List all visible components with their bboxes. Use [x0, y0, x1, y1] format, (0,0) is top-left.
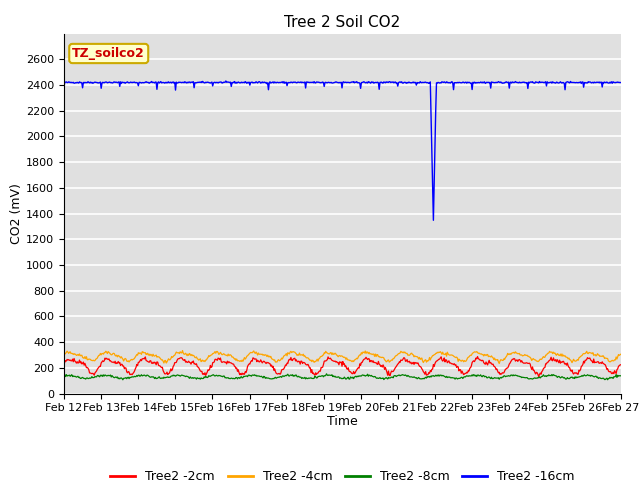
Tree2 -4cm: [428, 355, 435, 361]
Tree2 -4cm: [411, 353, 419, 359]
Tree2 -16cm: [70, 80, 78, 86]
Tree2 -4cm: [185, 352, 193, 358]
Tree2 -16cm: [222, 78, 230, 84]
Tree2 -4cm: [495, 360, 503, 366]
Line: Tree2 -16cm: Tree2 -16cm: [64, 81, 621, 220]
Tree2 -2cm: [535, 374, 543, 380]
Tree2 -16cm: [214, 80, 221, 85]
Tree2 -16cm: [127, 80, 135, 85]
Y-axis label: CO2 (mV): CO2 (mV): [10, 183, 23, 244]
Line: Tree2 -4cm: Tree2 -4cm: [64, 350, 621, 363]
Tree2 -16cm: [411, 79, 419, 85]
Tree2 -8cm: [185, 374, 193, 380]
Tree2 -2cm: [426, 368, 434, 373]
Tree2 -2cm: [410, 361, 418, 367]
Tree2 -2cm: [70, 356, 78, 361]
Tree2 -4cm: [60, 351, 68, 357]
Legend: Tree2 -2cm, Tree2 -4cm, Tree2 -8cm, Tree2 -16cm: Tree2 -2cm, Tree2 -4cm, Tree2 -8cm, Tree…: [106, 465, 579, 480]
Tree2 -4cm: [70, 351, 78, 357]
Tree2 -8cm: [617, 373, 625, 379]
Tree2 -8cm: [412, 375, 419, 381]
Tree2 -16cm: [60, 84, 68, 89]
Tree2 -8cm: [70, 374, 78, 380]
Title: Tree 2 Soil CO2: Tree 2 Soil CO2: [284, 15, 401, 30]
Tree2 -16cm: [429, 217, 437, 223]
Tree2 -8cm: [60, 373, 68, 379]
Tree2 -2cm: [214, 358, 221, 363]
Tree2 -8cm: [119, 377, 127, 383]
Tree2 -8cm: [214, 373, 222, 379]
Tree2 -4cm: [127, 357, 135, 362]
Tree2 -2cm: [184, 360, 192, 365]
X-axis label: Time: Time: [327, 415, 358, 428]
Line: Tree2 -8cm: Tree2 -8cm: [64, 374, 621, 380]
Tree2 -2cm: [60, 361, 68, 367]
Tree2 -2cm: [617, 362, 625, 368]
Tree2 -16cm: [428, 112, 435, 118]
Tree2 -16cm: [617, 80, 625, 85]
Tree2 -4cm: [179, 348, 186, 353]
Line: Tree2 -2cm: Tree2 -2cm: [64, 357, 621, 377]
Text: TZ_soilco2: TZ_soilco2: [72, 47, 145, 60]
Tree2 -8cm: [128, 374, 136, 380]
Tree2 -16cm: [184, 80, 192, 86]
Tree2 -8cm: [323, 371, 330, 377]
Tree2 -8cm: [428, 373, 436, 379]
Tree2 -4cm: [617, 351, 625, 357]
Tree2 -2cm: [127, 371, 135, 377]
Tree2 -2cm: [474, 354, 481, 360]
Tree2 -4cm: [214, 350, 222, 356]
